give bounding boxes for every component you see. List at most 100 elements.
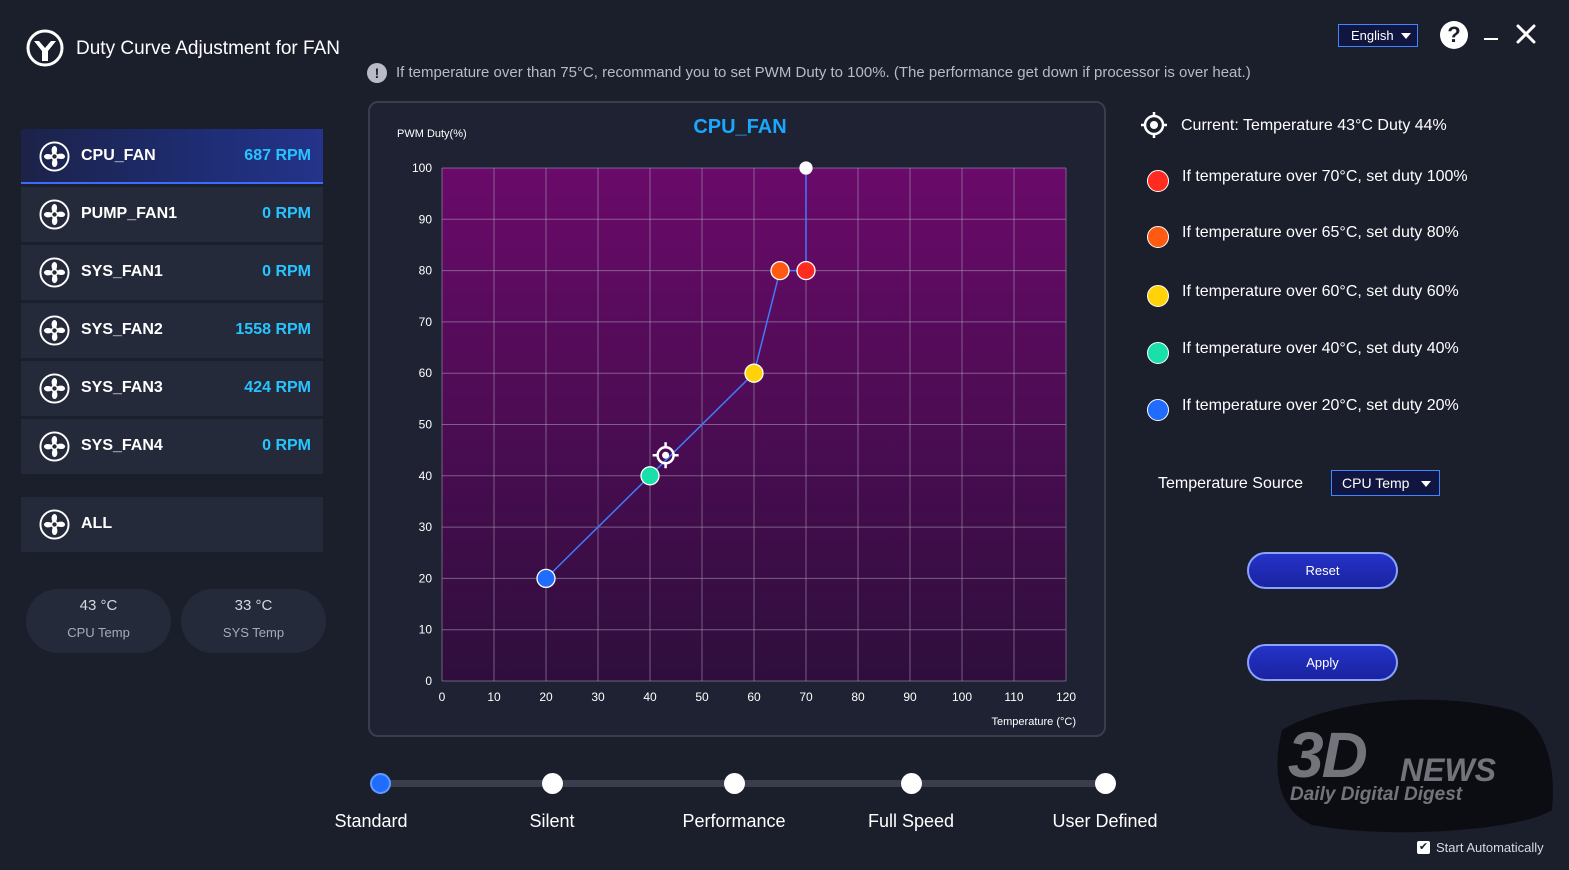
fan-rpm: 1558 RPM: [235, 321, 311, 338]
fan-rpm: 424 RPM: [244, 379, 311, 396]
sys-temp-label: SYS Temp: [222, 625, 285, 640]
legend-rule-text: If temperature over 60°C, set duty 60%: [1182, 283, 1459, 300]
fan-icon: [39, 257, 70, 288]
duty-curve-line: [545, 168, 807, 579]
sidebar-item-sys-fan4[interactable]: SYS_FAN4 0 RPM: [21, 419, 323, 474]
mode-knob-performance[interactable]: [724, 773, 745, 794]
legend-dot-icon: [1147, 285, 1169, 307]
legend-dot-icon: [1147, 170, 1169, 192]
current-status: Current: Temperature 43°C Duty 44%: [1181, 117, 1447, 134]
sidebar-item-pump-fan1[interactable]: PUMP_FAN1 0 RPM: [21, 187, 323, 242]
y-tick-label: 40: [419, 469, 433, 483]
x-tick-label: 60: [747, 690, 761, 704]
close-icon[interactable]: [1514, 22, 1538, 46]
fan-name: SYS_FAN1: [81, 263, 163, 280]
mode-label[interactable]: Full Speed: [867, 811, 955, 831]
start-automatically-checkbox[interactable]: ✔: [1417, 841, 1430, 854]
fan-icon: [39, 373, 70, 404]
cpu-temp-label: CPU Temp: [67, 625, 130, 640]
sidebar-item-sys-fan1[interactable]: SYS_FAN1 0 RPM: [21, 245, 323, 300]
current-point-dot: [662, 451, 670, 459]
x-tick-label: 50: [695, 690, 709, 704]
x-tick-label: 90: [903, 690, 917, 704]
y-tick-label: 70: [419, 315, 433, 329]
curve-point[interactable]: [770, 260, 790, 281]
fan-name: CPU_FAN: [81, 147, 156, 164]
y-tick-label: 0: [425, 674, 432, 688]
language-select-value: English: [1351, 28, 1394, 43]
fan-name: SYS_FAN2: [81, 321, 163, 338]
fan-rpm: 0 RPM: [262, 263, 311, 280]
mode-knob-silent[interactable]: [542, 773, 563, 794]
y-tick-label: 80: [419, 264, 433, 278]
x-tick-label: 40: [643, 690, 657, 704]
duty-curve-chart[interactable]: 0 10 20 30 40 50 60 70 80 90 100 110 120 0 10 20 30 40 50 6…: [370, 103, 1104, 735]
curve-point[interactable]: [744, 363, 764, 383]
sidebar-item-sys-fan2[interactable]: SYS_FAN2 1558 RPM: [21, 303, 323, 358]
curve-point[interactable]: [640, 466, 660, 486]
legend-rule-text: If temperature over 65°C, set duty 80%: [1182, 224, 1459, 241]
x-tick-label: 80: [851, 690, 865, 704]
fan-name: SYS_FAN3: [81, 379, 163, 396]
curve-point[interactable]: [536, 568, 556, 589]
x-tick-label: 70: [799, 690, 813, 704]
sys-temp-readout: 33 °C SYS Temp: [181, 589, 326, 653]
legend-rule-text: If temperature over 40°C, set duty 40%: [1182, 340, 1459, 357]
y-tick-label: 20: [419, 571, 433, 585]
temperature-source-select[interactable]: CPU Temp: [1331, 470, 1440, 496]
watermark-brush: [1277, 699, 1553, 833]
language-select[interactable]: English: [1338, 24, 1418, 47]
fan-icon: [39, 315, 70, 346]
x-axis-label: Temperature (°C): [992, 716, 1076, 728]
mode-knob-user-defined[interactable]: [1095, 773, 1116, 794]
apply-button[interactable]: Apply: [1247, 644, 1398, 681]
sidebar-item-label: ALL: [81, 515, 113, 532]
fan-icon: [39, 509, 70, 540]
x-tick-label: 100: [952, 690, 972, 704]
y-tick-label: 10: [419, 623, 433, 637]
x-tick-label: 20: [539, 690, 553, 704]
mode-label[interactable]: Silent: [529, 811, 575, 831]
overheat-notice: If temperature over than 75°C, recommand…: [396, 64, 1251, 81]
reset-button[interactable]: Reset: [1247, 552, 1398, 589]
target-icon: [1141, 112, 1167, 138]
curve-point[interactable]: [796, 260, 816, 281]
mode-label[interactable]: Performance: [682, 811, 786, 831]
x-tick-label: 10: [487, 690, 501, 704]
window-title: Duty Curve Adjustment for FAN: [76, 38, 340, 59]
fan-rpm: 0 RPM: [262, 437, 311, 454]
start-automatically-label: Start Automatically: [1436, 840, 1544, 855]
chevron-down-icon: [1401, 33, 1411, 39]
info-icon: !: [367, 63, 387, 83]
y-tick-label: 100: [412, 161, 432, 175]
legend-dot-icon: [1147, 226, 1169, 248]
minimize-icon[interactable]: [1484, 38, 1498, 40]
temperature-source-label: Temperature Source: [1158, 475, 1303, 492]
help-icon[interactable]: ?: [1440, 21, 1468, 49]
mode-label[interactable]: Standard: [334, 811, 408, 831]
mode-knob-full-speed[interactable]: [901, 773, 922, 794]
cpu-temp-value: 43 °C: [79, 597, 118, 614]
fan-icon: [39, 141, 70, 172]
mode-label[interactable]: User Defined: [1052, 811, 1158, 831]
fan-rpm: 0 RPM: [262, 205, 311, 222]
sidebar-item-all[interactable]: ALL: [21, 497, 323, 552]
fan-name: SYS_FAN4: [81, 437, 163, 454]
chevron-down-icon: [1421, 481, 1431, 487]
fan-rpm: 687 RPM: [244, 147, 311, 164]
curve-point[interactable]: [799, 161, 813, 175]
chart-title: CPU_FAN: [693, 116, 786, 138]
watermark-brand: 3D: [1288, 719, 1368, 791]
y-tick-label: 90: [419, 212, 433, 226]
sidebar-item-sys-fan3[interactable]: SYS_FAN3 424 RPM: [21, 361, 323, 416]
sidebar-item-cpu-fan[interactable]: CPU_FAN 687 RPM: [21, 129, 323, 184]
legend-dot-icon: [1147, 342, 1169, 364]
y-tick-label: 50: [419, 418, 433, 432]
y-axis-label: PWM Duty(%): [397, 128, 467, 140]
x-tick-label: 30: [591, 690, 605, 704]
fan-icon: [39, 431, 70, 462]
mode-knob-standard[interactable]: [370, 773, 391, 794]
y-tick-label: 60: [419, 366, 433, 380]
x-tick-label: 0: [439, 690, 446, 704]
legend-rule-text: If temperature over 20°C, set duty 20%: [1182, 397, 1459, 414]
